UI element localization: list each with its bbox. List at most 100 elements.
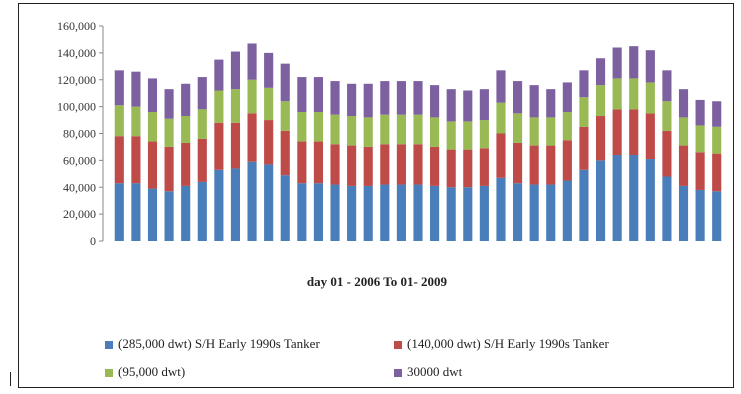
- legend-item-95k: (95,000 dwt): [105, 364, 185, 380]
- bar-segment-series-1: [214, 122, 224, 170]
- bar-segment-series-3: [479, 89, 489, 121]
- bar-segment-series-0: [562, 180, 572, 241]
- bar-segment-series-0: [114, 183, 124, 241]
- bar-segment-series-0: [430, 185, 440, 241]
- bar-segment-series-1: [712, 153, 722, 192]
- bar-segment-series-3: [562, 82, 572, 112]
- bar-segment-series-2: [380, 114, 390, 145]
- bar-segment-series-1: [529, 145, 539, 185]
- edge-mark: [10, 372, 11, 386]
- bar-segment-series-2: [197, 109, 207, 139]
- legend-label: (140,000 dwt) S/H Early 1990s Tanker: [407, 336, 609, 351]
- bar-segment-series-1: [513, 142, 523, 184]
- bar-segment-series-2: [678, 117, 689, 146]
- y-tick-label: 120,000: [57, 73, 96, 87]
- bar-segment-series-3: [247, 43, 257, 80]
- bar-segment-series-1: [264, 120, 274, 165]
- bar-segment-series-0: [446, 187, 456, 241]
- bar-segment-series-3: [264, 52, 274, 88]
- y-tick-label: 40,000: [63, 180, 96, 194]
- bar-segment-series-2: [513, 113, 523, 143]
- bar-segment-series-0: [662, 176, 672, 241]
- bar-segment-series-2: [230, 89, 241, 123]
- bar-segment-series-3: [513, 81, 523, 114]
- bar-segment-series-3: [214, 59, 224, 91]
- bar-segment-series-2: [612, 78, 622, 110]
- bar-segment-series-1: [595, 116, 606, 161]
- bar-segment-series-0: [214, 169, 224, 241]
- legend-item-30k: 30000 dwt: [394, 364, 462, 380]
- legend-swatch: [105, 341, 113, 350]
- bar-segment-series-0: [595, 160, 606, 242]
- bar-segment-series-0: [181, 185, 191, 241]
- bar-segment-series-3: [662, 70, 672, 102]
- bar-segment-series-1: [430, 146, 440, 186]
- bar-segment-series-2: [413, 114, 423, 145]
- y-tick-label: 160,000: [57, 19, 96, 33]
- bar-segment-series-2: [214, 90, 224, 123]
- bar-segment-series-3: [197, 77, 207, 110]
- bar-segment-series-0: [645, 159, 655, 241]
- bar-segment-series-1: [363, 146, 373, 186]
- bar-segment-series-1: [280, 130, 290, 176]
- bar-segment-series-3: [496, 70, 506, 103]
- bar-segment-series-0: [496, 177, 506, 241]
- legend-item-285k: (285,000 dwt) S/H Early 1990s Tanker: [105, 336, 320, 352]
- bar-segment-series-3: [313, 77, 323, 112]
- bar-segment-series-0: [629, 155, 639, 241]
- bar-segment-series-2: [247, 79, 257, 114]
- bar-segment-series-3: [230, 51, 241, 90]
- bar-segment-series-0: [280, 175, 290, 241]
- bar-segment-series-0: [463, 187, 473, 241]
- y-axis: 160,000 140,000 120,000 100,000 80,000 60,000…: [57, 19, 104, 248]
- bar-segment-series-0: [579, 169, 589, 241]
- bar-segment-series-2: [479, 120, 489, 149]
- bar-segment-series-2: [712, 126, 722, 154]
- bar-segment-series-0: [695, 189, 705, 241]
- bar-segment-series-0: [264, 164, 274, 241]
- legend-label: (95,000 dwt): [118, 364, 186, 379]
- bar-segment-series-3: [164, 89, 174, 119]
- bar-segment-series-2: [347, 116, 357, 146]
- bar-segment-series-2: [629, 78, 639, 110]
- bars: [114, 43, 722, 242]
- bar-segment-series-0: [330, 184, 340, 241]
- legend-swatch: [394, 341, 402, 350]
- bar-segment-series-0: [413, 184, 423, 241]
- bar-segment-series-3: [297, 77, 307, 112]
- bar-segment-series-1: [247, 113, 257, 162]
- bar-segment-series-1: [695, 152, 705, 190]
- bar-segment-series-2: [430, 117, 440, 147]
- bar-segment-series-2: [579, 97, 589, 127]
- bar-segment-series-3: [595, 58, 606, 86]
- bar-segment-series-0: [529, 184, 539, 241]
- bar-segment-series-1: [181, 142, 191, 186]
- bar-segment-series-1: [380, 144, 390, 185]
- bar-segment-series-2: [645, 82, 655, 114]
- y-tick-label: 80,000: [63, 127, 96, 141]
- bar-segment-series-2: [546, 117, 556, 146]
- bar-segment-series-3: [629, 46, 639, 79]
- bar-segment-series-3: [181, 83, 191, 117]
- bar-segment-series-0: [678, 185, 689, 241]
- bar-segment-series-0: [131, 183, 141, 241]
- bar-segment-series-1: [629, 109, 639, 155]
- bar-segment-series-3: [529, 85, 539, 118]
- bar-segment-series-2: [330, 114, 340, 145]
- legend-swatch: [105, 369, 113, 378]
- bar-segment-series-3: [363, 83, 373, 118]
- bar-segment-series-1: [579, 126, 589, 170]
- bar-segment-series-1: [562, 140, 572, 181]
- bar-segment-series-2: [662, 101, 672, 131]
- bar-segment-series-3: [396, 81, 406, 115]
- bar-segment-series-2: [595, 85, 606, 117]
- bar-segment-series-3: [678, 89, 689, 118]
- bar-segment-series-3: [612, 47, 622, 79]
- bar-segment-series-3: [280, 63, 290, 102]
- bar-segment-series-3: [430, 85, 440, 118]
- bar-segment-series-1: [496, 133, 506, 178]
- bar-segment-series-2: [114, 105, 124, 137]
- bar-segment-series-2: [131, 106, 141, 137]
- bar-segment-series-1: [463, 149, 473, 188]
- bar-segment-series-2: [181, 116, 191, 143]
